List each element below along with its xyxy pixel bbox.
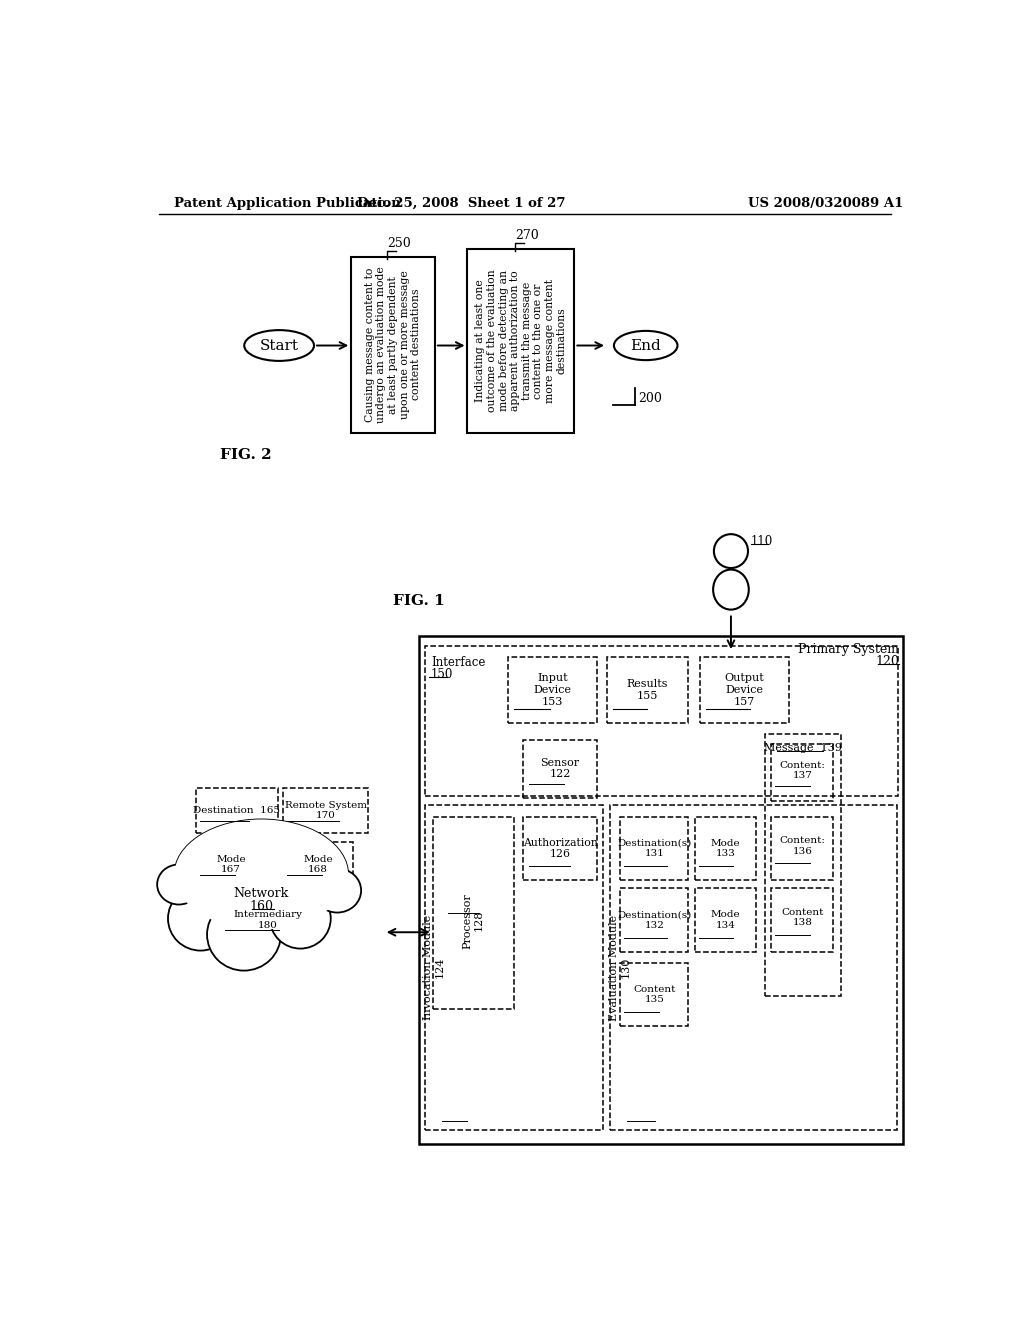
Text: Interface: Interface	[431, 656, 485, 669]
Bar	[771, 817, 834, 880]
Bar	[283, 842, 352, 887]
Bar	[523, 739, 597, 797]
Text: FIG. 1: FIG. 1	[393, 594, 444, 609]
Ellipse shape	[174, 820, 348, 929]
Text: End: End	[631, 338, 662, 352]
Bar	[419, 636, 903, 1144]
Text: Remote System
170: Remote System 170	[285, 801, 367, 820]
Text: 200: 200	[638, 392, 662, 405]
Text: Causing message content to
undergo an evaluation mode
at least partly dependent
: Causing message content to undergo an ev…	[365, 267, 421, 424]
Bar	[221, 898, 314, 942]
Bar	[621, 888, 688, 952]
Bar	[351, 257, 435, 433]
Text: Mode
133: Mode 133	[711, 838, 740, 858]
Bar	[523, 817, 597, 880]
Bar	[508, 657, 597, 723]
Text: Indicating at least one
outcome of the evaluation
mode before detecting an
appar: Indicating at least one outcome of the e…	[475, 269, 566, 412]
Text: 110: 110	[751, 536, 773, 548]
Text: Mode
167: Mode 167	[216, 855, 246, 874]
Text: Content
135: Content 135	[633, 985, 676, 1005]
Ellipse shape	[713, 570, 749, 610]
Ellipse shape	[168, 887, 233, 950]
Text: 270: 270	[515, 228, 539, 242]
Text: Destination  165: Destination 165	[194, 807, 281, 814]
Text: Start: Start	[260, 338, 299, 352]
Ellipse shape	[270, 888, 331, 949]
Bar	[197, 788, 278, 833]
Bar	[425, 645, 898, 796]
Ellipse shape	[313, 869, 361, 912]
Text: Output
Device
157: Output Device 157	[725, 673, 764, 706]
Circle shape	[714, 535, 748, 568]
Text: Destination(s)
132: Destination(s) 132	[617, 911, 691, 929]
Text: FIG. 2: FIG. 2	[220, 447, 271, 462]
Text: 160: 160	[249, 900, 273, 913]
Ellipse shape	[157, 865, 201, 904]
Text: Mode
168: Mode 168	[303, 855, 333, 874]
Ellipse shape	[174, 820, 348, 929]
Ellipse shape	[207, 899, 281, 970]
Bar	[695, 888, 756, 952]
Text: Patent Application Publication: Patent Application Publication	[174, 197, 401, 210]
Bar	[621, 817, 688, 880]
Text: Input
Device
153: Input Device 153	[534, 673, 571, 706]
Text: 150: 150	[431, 668, 454, 681]
Text: Results
155: Results 155	[627, 680, 669, 701]
Bar	[700, 657, 790, 723]
Bar	[621, 964, 688, 1026]
Text: Primary System: Primary System	[798, 643, 899, 656]
Bar	[283, 788, 369, 833]
Bar	[425, 805, 603, 1130]
Bar	[610, 805, 897, 1130]
Text: 250: 250	[387, 236, 411, 249]
Bar	[695, 817, 756, 880]
Text: US 2008/0320089 A1: US 2008/0320089 A1	[748, 197, 903, 210]
Text: Processor
128: Processor 128	[463, 892, 484, 949]
Text: Network: Network	[233, 887, 289, 900]
Text: Content:
137: Content: 137	[779, 760, 825, 780]
Text: Destination(s)
131: Destination(s) 131	[617, 838, 691, 858]
Bar	[771, 888, 834, 952]
Bar	[765, 734, 841, 997]
Text: Mode
134: Mode 134	[711, 911, 740, 929]
Text: 120: 120	[876, 655, 899, 668]
Text: Dec. 25, 2008  Sheet 1 of 27: Dec. 25, 2008 Sheet 1 of 27	[357, 197, 565, 210]
Bar	[771, 743, 834, 801]
Text: Intermediary
180: Intermediary 180	[233, 911, 302, 929]
Text: Authorization
126: Authorization 126	[522, 837, 597, 859]
Text: Evaluation Module
130: Evaluation Module 130	[608, 915, 630, 1020]
Bar	[467, 249, 574, 433]
Text: Invocation Module
124: Invocation Module 124	[423, 915, 444, 1020]
Text: Content:
136: Content: 136	[779, 837, 825, 855]
Bar	[607, 657, 688, 723]
Bar	[197, 842, 266, 887]
Text: Content
138: Content 138	[781, 908, 823, 928]
Text: Message  139: Message 139	[764, 743, 842, 754]
Bar	[432, 817, 514, 1010]
Text: Sensor
122: Sensor 122	[541, 758, 580, 779]
